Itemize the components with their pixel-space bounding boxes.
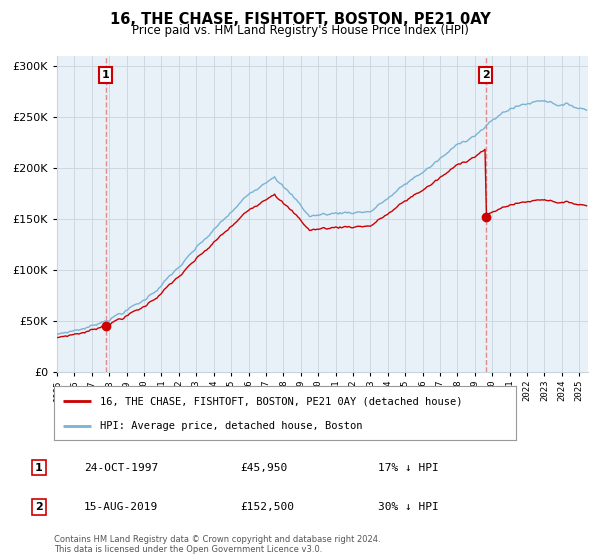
Text: £45,950: £45,950 <box>240 463 287 473</box>
Text: 16, THE CHASE, FISHTOFT, BOSTON, PE21 0AY: 16, THE CHASE, FISHTOFT, BOSTON, PE21 0A… <box>110 12 490 27</box>
Text: 30% ↓ HPI: 30% ↓ HPI <box>378 502 439 512</box>
Text: 24-OCT-1997: 24-OCT-1997 <box>84 463 158 473</box>
Text: HPI: Average price, detached house, Boston: HPI: Average price, detached house, Bost… <box>100 421 362 431</box>
Text: 2: 2 <box>35 502 43 512</box>
Text: 17% ↓ HPI: 17% ↓ HPI <box>378 463 439 473</box>
Text: Price paid vs. HM Land Registry's House Price Index (HPI): Price paid vs. HM Land Registry's House … <box>131 24 469 36</box>
Text: 1: 1 <box>35 463 43 473</box>
Text: 1: 1 <box>101 70 109 80</box>
Text: 16, THE CHASE, FISHTOFT, BOSTON, PE21 0AY (detached house): 16, THE CHASE, FISHTOFT, BOSTON, PE21 0A… <box>100 396 463 407</box>
Text: 15-AUG-2019: 15-AUG-2019 <box>84 502 158 512</box>
Text: £152,500: £152,500 <box>240 502 294 512</box>
Text: 2: 2 <box>482 70 490 80</box>
Text: Contains HM Land Registry data © Crown copyright and database right 2024.
This d: Contains HM Land Registry data © Crown c… <box>54 535 380 554</box>
